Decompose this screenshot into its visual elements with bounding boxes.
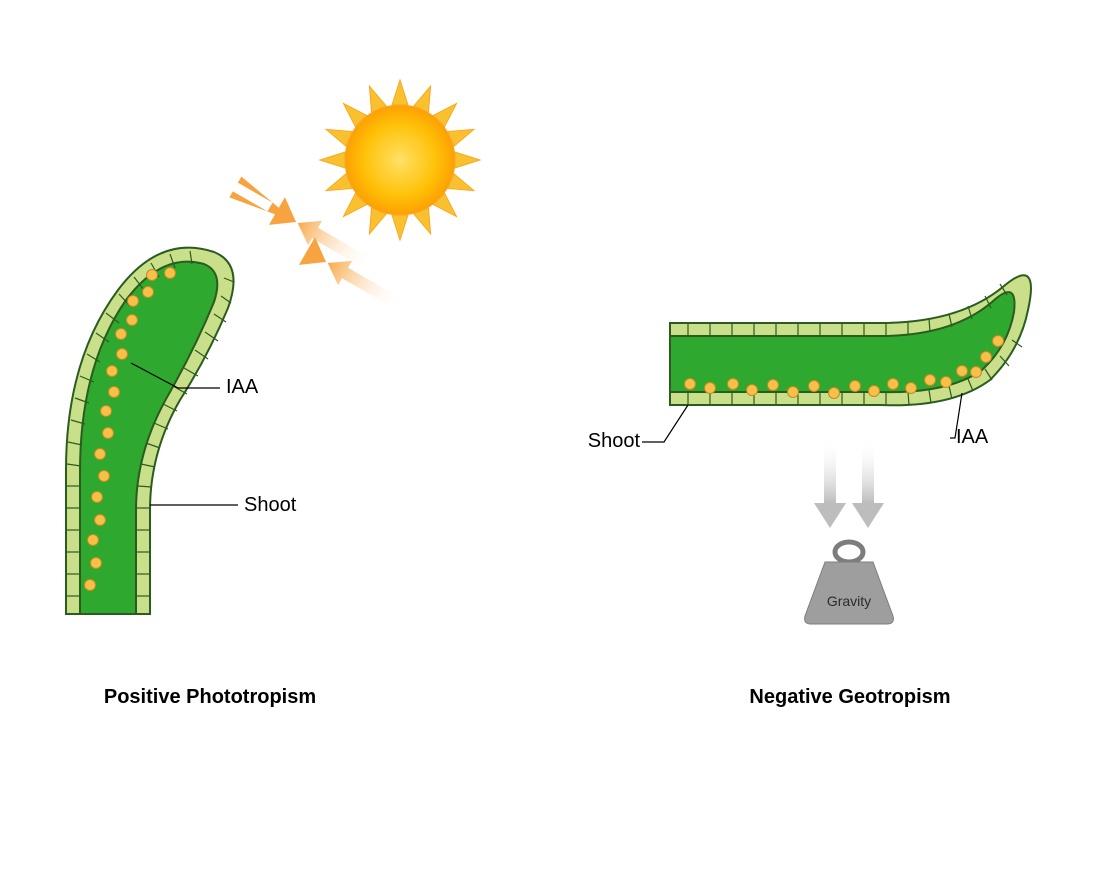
sun-icon	[345, 105, 455, 215]
diagram-canvas: Gravity	[0, 0, 1100, 878]
iaa-dot	[685, 379, 696, 390]
iaa-dot	[95, 515, 106, 526]
iaa-dot	[103, 428, 114, 439]
iaa-dot	[92, 492, 103, 503]
iaa-dot	[127, 315, 138, 326]
phototropism-iaa-label: IAA	[226, 376, 258, 399]
phototropism-panel	[66, 80, 480, 614]
iaa-dot	[95, 449, 106, 460]
iaa-dot	[747, 385, 758, 396]
iaa-dot	[117, 349, 128, 360]
iaa-dot	[107, 366, 118, 377]
iaa-dot	[809, 381, 820, 392]
iaa-dot	[109, 387, 120, 398]
iaa-dot	[165, 268, 176, 279]
geotropism-caption: Negative Geotropism	[700, 686, 1000, 709]
iaa-dot	[101, 406, 112, 417]
iaa-dot	[850, 381, 861, 392]
iaa-dot	[925, 375, 936, 386]
iaa-dot	[768, 380, 779, 391]
iaa-dot	[116, 329, 127, 340]
iaa-dot	[88, 535, 99, 546]
geotropism-shoot-label: Shoot	[588, 430, 640, 453]
iaa-dot	[906, 383, 917, 394]
iaa-dot	[941, 377, 952, 388]
iaa-dot	[981, 352, 992, 363]
iaa-dot	[869, 386, 880, 397]
gravity-weight-icon: Gravity	[805, 542, 894, 624]
iaa-dot	[957, 366, 968, 377]
iaa-dot	[91, 558, 102, 569]
iaa-dot	[788, 387, 799, 398]
iaa-dot	[128, 296, 139, 307]
phototropism-shoot	[66, 248, 234, 614]
phototropism-shoot-label: Shoot	[244, 494, 296, 517]
iaa-dot	[705, 383, 716, 394]
iaa-dot	[829, 388, 840, 399]
iaa-dot	[147, 270, 158, 281]
iaa-dot	[971, 367, 982, 378]
gravity-arrows	[814, 438, 884, 528]
iaa-dot	[85, 580, 96, 591]
phototropism-caption: Positive Phototropism	[60, 686, 360, 709]
geotropism-panel: Gravity	[642, 275, 1031, 624]
iaa-dot	[99, 471, 110, 482]
geotropism-iaa-label: IAA	[956, 426, 988, 449]
iaa-dot	[993, 336, 1004, 347]
gravity-weight-label: Gravity	[827, 593, 871, 609]
iaa-dot	[888, 379, 899, 390]
iaa-dot	[143, 287, 154, 298]
iaa-dot	[728, 379, 739, 390]
